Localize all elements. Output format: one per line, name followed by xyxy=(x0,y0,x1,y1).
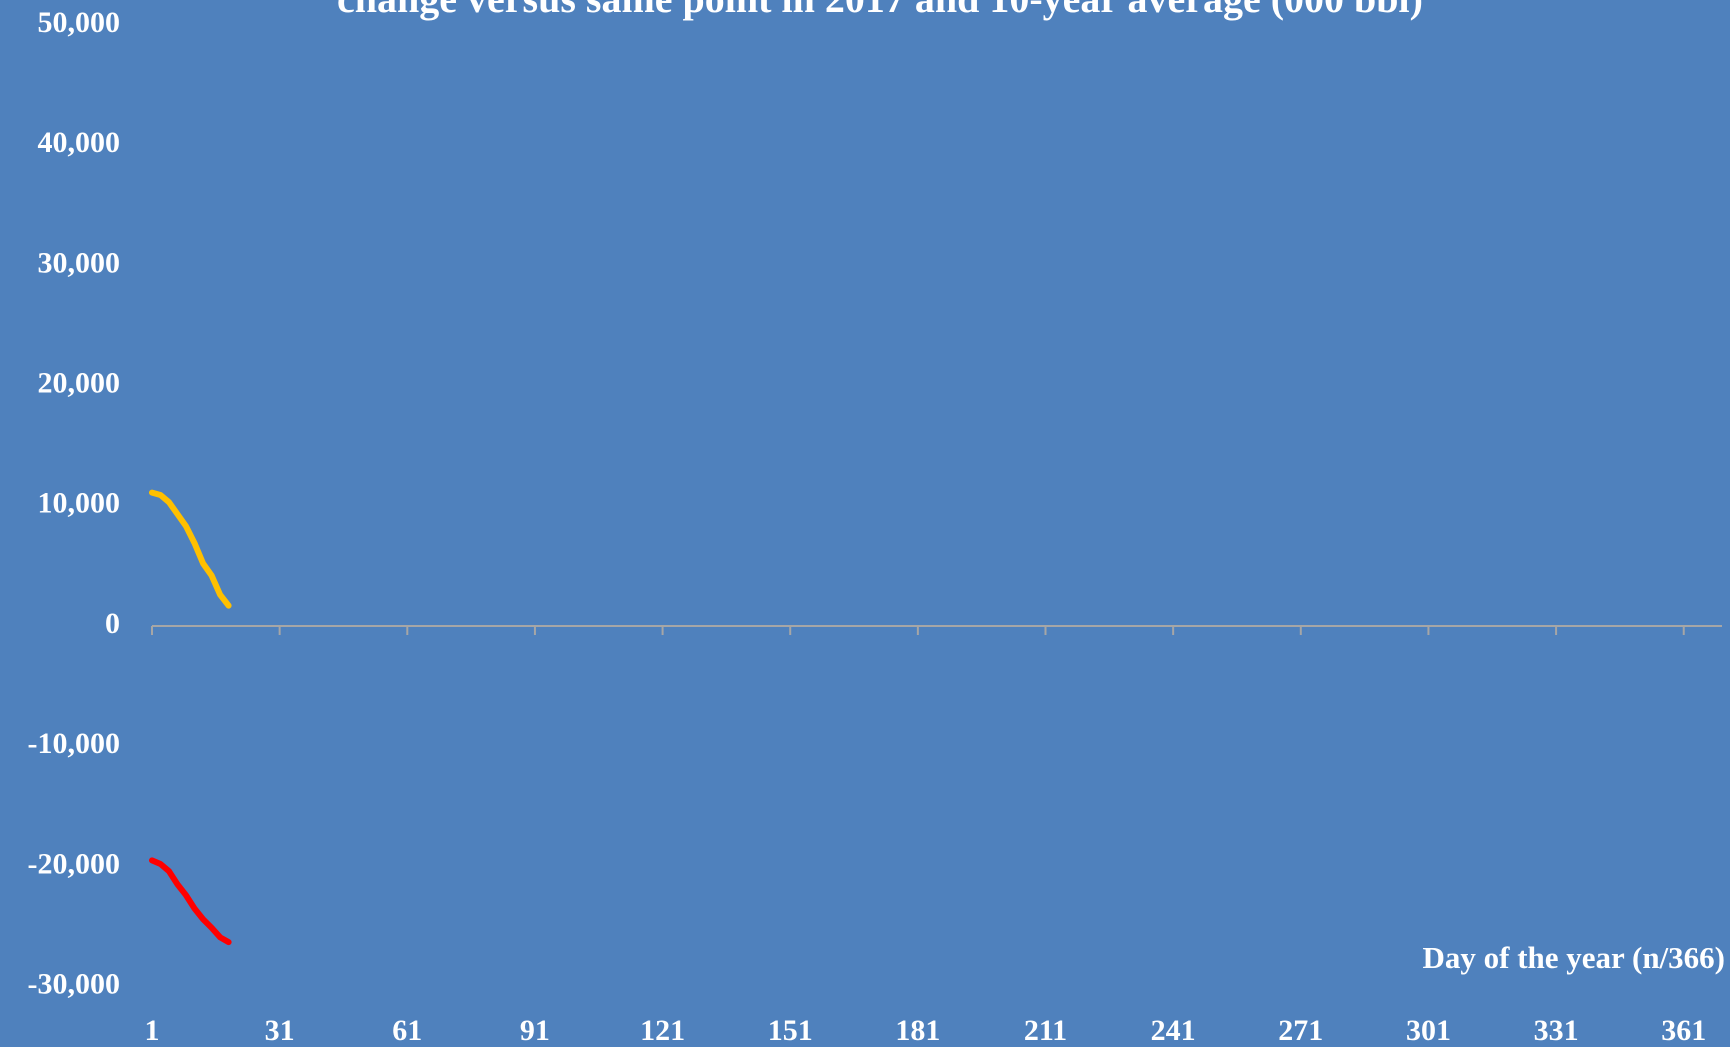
y-tick-label: 40,000 xyxy=(38,126,121,159)
x-tick-label: 121 xyxy=(640,1014,685,1047)
x-tick-label: 361 xyxy=(1661,1014,1706,1047)
x-tick-label: 151 xyxy=(768,1014,813,1047)
y-tick-label: 50,000 xyxy=(38,6,121,39)
y-tick-label: -10,000 xyxy=(28,727,121,760)
x-tick-label: 181 xyxy=(895,1014,940,1047)
x-tick-label: 1 xyxy=(145,1014,160,1047)
y-tick-label: -30,000 xyxy=(28,967,121,1000)
x-tick-label: 31 xyxy=(265,1014,295,1047)
x-tick-label: 301 xyxy=(1406,1014,1451,1047)
series-line-1 xyxy=(149,489,232,609)
x-tick-label: 91 xyxy=(520,1014,550,1047)
series-layer xyxy=(149,489,232,946)
x-axis-label: Day of the year (n/366) xyxy=(1423,940,1726,975)
y-tick-label: 30,000 xyxy=(38,246,121,279)
chart-title: change versus same point in 2017 and 10-… xyxy=(337,0,1423,21)
x-axis-tick-labels: 1 31 61 91 121 151 181 211 241 271 301 331 361 xyxy=(145,1014,1707,1047)
series-line-2 xyxy=(149,857,232,946)
x-tick-label: 61 xyxy=(392,1014,422,1047)
y-axis-tick-labels: 50,000 40,000 30,000 20,000 10,000 0 -10,000 -2… xyxy=(28,6,121,1001)
y-tick-label: 0 xyxy=(105,607,120,640)
y-tick-label: 10,000 xyxy=(38,487,121,520)
x-axis xyxy=(151,625,1722,635)
y-tick-label: 20,000 xyxy=(38,366,121,399)
x-tick-label: 331 xyxy=(1534,1014,1579,1047)
x-tick-label: 211 xyxy=(1024,1014,1067,1047)
x-tick-label: 241 xyxy=(1151,1014,1196,1047)
x-tick-label: 271 xyxy=(1278,1014,1323,1047)
y-tick-label: -20,000 xyxy=(28,847,121,880)
